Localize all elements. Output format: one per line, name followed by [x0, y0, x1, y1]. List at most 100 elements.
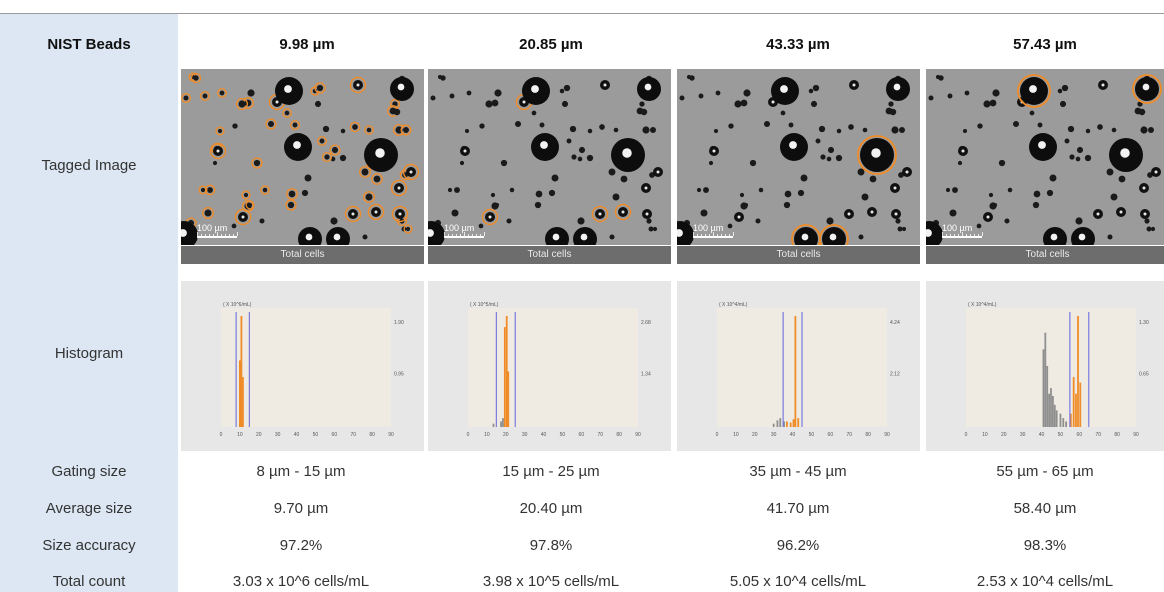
- histogram-x-tick-label: 30: [771, 432, 777, 438]
- histogram-x-tick-label: 10: [484, 432, 490, 438]
- bead: [998, 159, 1006, 167]
- bead: [1144, 218, 1150, 224]
- bead: [858, 234, 864, 240]
- total-count-value: 2.53 x 10^4 cells/mL: [976, 573, 1114, 590]
- bead: [928, 95, 934, 101]
- gating-size-value: 8 µm - 15 µm: [256, 463, 346, 480]
- micrograph: 100 µm: [926, 69, 1164, 245]
- histogram-x-tick-label: 10: [733, 432, 739, 438]
- histogram-bar-orange: [785, 421, 788, 427]
- total-count-value: 3.98 x 10^5 cells/mL: [482, 573, 620, 590]
- bead: [1107, 234, 1113, 240]
- histogram-bar-gray: [1048, 393, 1051, 427]
- bead: [827, 146, 835, 154]
- histogram-panel: ( X 10^4/mL) 4.24 2.12 0 10 20 30 40 50 60 70 80 90: [677, 281, 920, 451]
- bead: [743, 202, 749, 208]
- histogram-y-tick-label: 1.34: [641, 372, 651, 378]
- histogram-x-tick-label: 20: [752, 432, 758, 438]
- bead: [1106, 168, 1114, 176]
- bead: [509, 187, 515, 193]
- histogram-y-tick-label: 0.95: [394, 372, 404, 378]
- bead: [977, 123, 983, 129]
- histogram-bar-orange: [1079, 382, 1082, 427]
- bead: [599, 124, 605, 130]
- bead: [1059, 100, 1067, 108]
- bead: [642, 126, 650, 134]
- bead: [183, 95, 189, 101]
- bead: [217, 128, 223, 134]
- histogram-bar-gray: [1062, 418, 1065, 427]
- bead: [820, 154, 826, 160]
- bead: [535, 190, 543, 198]
- tagged-image: 100 µm: [428, 69, 671, 245]
- bead: [857, 168, 865, 176]
- histogram-bar-gray: [502, 418, 504, 427]
- bead: [1007, 187, 1013, 193]
- bead: [938, 75, 944, 81]
- bead: [620, 175, 628, 183]
- histogram-x-tick-label: 60: [828, 432, 834, 438]
- histogram-bar-orange: [1072, 377, 1075, 427]
- histogram-bar-orange: [797, 418, 800, 427]
- bead: [679, 95, 685, 101]
- bead: [430, 95, 436, 101]
- bead: [749, 159, 757, 167]
- histogram-bar-gray: [783, 421, 785, 427]
- bead: [267, 120, 275, 128]
- histogram-bar-orange: [1077, 316, 1079, 427]
- bead: [551, 174, 559, 182]
- bead: [812, 84, 820, 92]
- bead: [577, 217, 585, 225]
- bead: [1067, 125, 1075, 133]
- bead: [983, 100, 991, 108]
- histogram-bar-gray: [492, 423, 495, 427]
- bead: [1075, 156, 1081, 162]
- histogram-x-tick-label: 80: [1114, 432, 1120, 438]
- bead: [1111, 127, 1117, 133]
- histogram-x-tick-label: 20: [503, 432, 509, 438]
- histogram-x-tick-label: 90: [388, 432, 394, 438]
- histogram-panel: ( X 10^4/mL) 1.30 0.65 0 10 20 30 40 50 60 70 80 90: [926, 281, 1164, 451]
- bead: [780, 110, 786, 116]
- scale-bar-label: 100 µm: [197, 223, 227, 233]
- histogram-bar-gray: [779, 418, 782, 427]
- histogram-chart: ( X 10^4/mL) 1.30 0.65 0 10 20 30 40 50 60 70 80 90: [965, 302, 1149, 438]
- bead: [1138, 108, 1146, 116]
- tagged-image: 100 µm: [926, 69, 1164, 245]
- bead: [784, 190, 792, 198]
- histogram-bar-gray: [1059, 413, 1062, 427]
- histogram-x-tick-label: 40: [1039, 432, 1045, 438]
- histogram-chart: ( X 10^4/mL) 4.24 2.12 0 10 20 30 40 50 60 70 80 90: [716, 302, 900, 438]
- bead: [479, 123, 485, 129]
- histogram-unit-label: ( X 10^6/mL): [223, 302, 252, 308]
- bead: [454, 187, 460, 193]
- bead: [539, 122, 545, 128]
- bead: [788, 122, 794, 128]
- bead: [393, 108, 401, 116]
- histogram-bar-orange: [503, 327, 506, 427]
- bead: [587, 128, 593, 134]
- histogram-x-tick-label: 0: [716, 432, 719, 438]
- bead: [500, 159, 508, 167]
- bead: [405, 226, 411, 232]
- scale-bar: 100 µm: [942, 223, 983, 238]
- bead: [1097, 124, 1103, 130]
- histogram-x-tick-label: 80: [865, 432, 871, 438]
- bead: [247, 202, 253, 208]
- bead: [1061, 84, 1069, 92]
- histogram-x-tick-label: 50: [560, 432, 566, 438]
- bead: [449, 93, 455, 99]
- row-label-gating-size: Gating size: [51, 463, 127, 480]
- bead: [808, 88, 814, 94]
- bead: [891, 126, 899, 134]
- bead: [365, 193, 373, 201]
- bead: [713, 128, 719, 134]
- bead: [700, 209, 708, 217]
- histogram-bar-gray: [772, 423, 775, 427]
- bead: [703, 187, 709, 193]
- bead: [447, 187, 453, 193]
- bead: [1150, 226, 1156, 232]
- histogram-bar-gray: [500, 421, 502, 427]
- bead: [1075, 217, 1083, 225]
- bead: [559, 88, 565, 94]
